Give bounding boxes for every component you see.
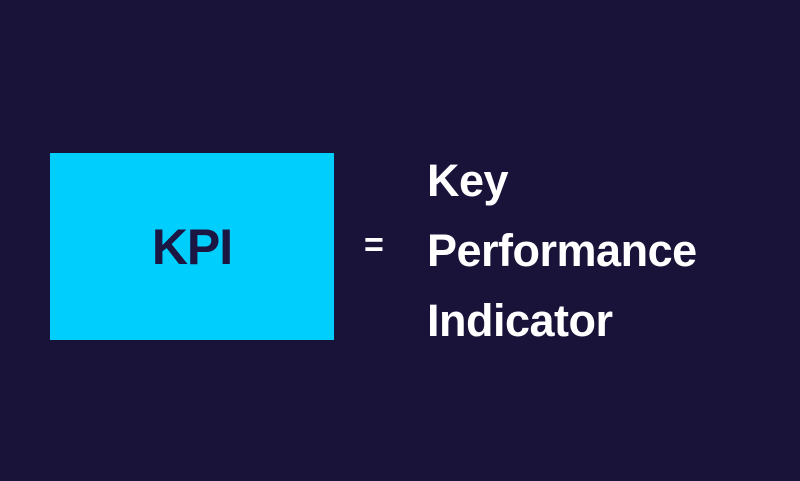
expansion-word-key: Key [427, 155, 509, 206]
acronym: KPI [151, 218, 233, 275]
equals-sign: = [364, 226, 384, 264]
kpi-box: KPI [50, 153, 334, 340]
expansion-word-performance: Performance [427, 225, 697, 276]
expansion-word-indicator: Indicator [427, 295, 613, 346]
acronym-expansion: Key Performance Indicator [427, 146, 697, 356]
